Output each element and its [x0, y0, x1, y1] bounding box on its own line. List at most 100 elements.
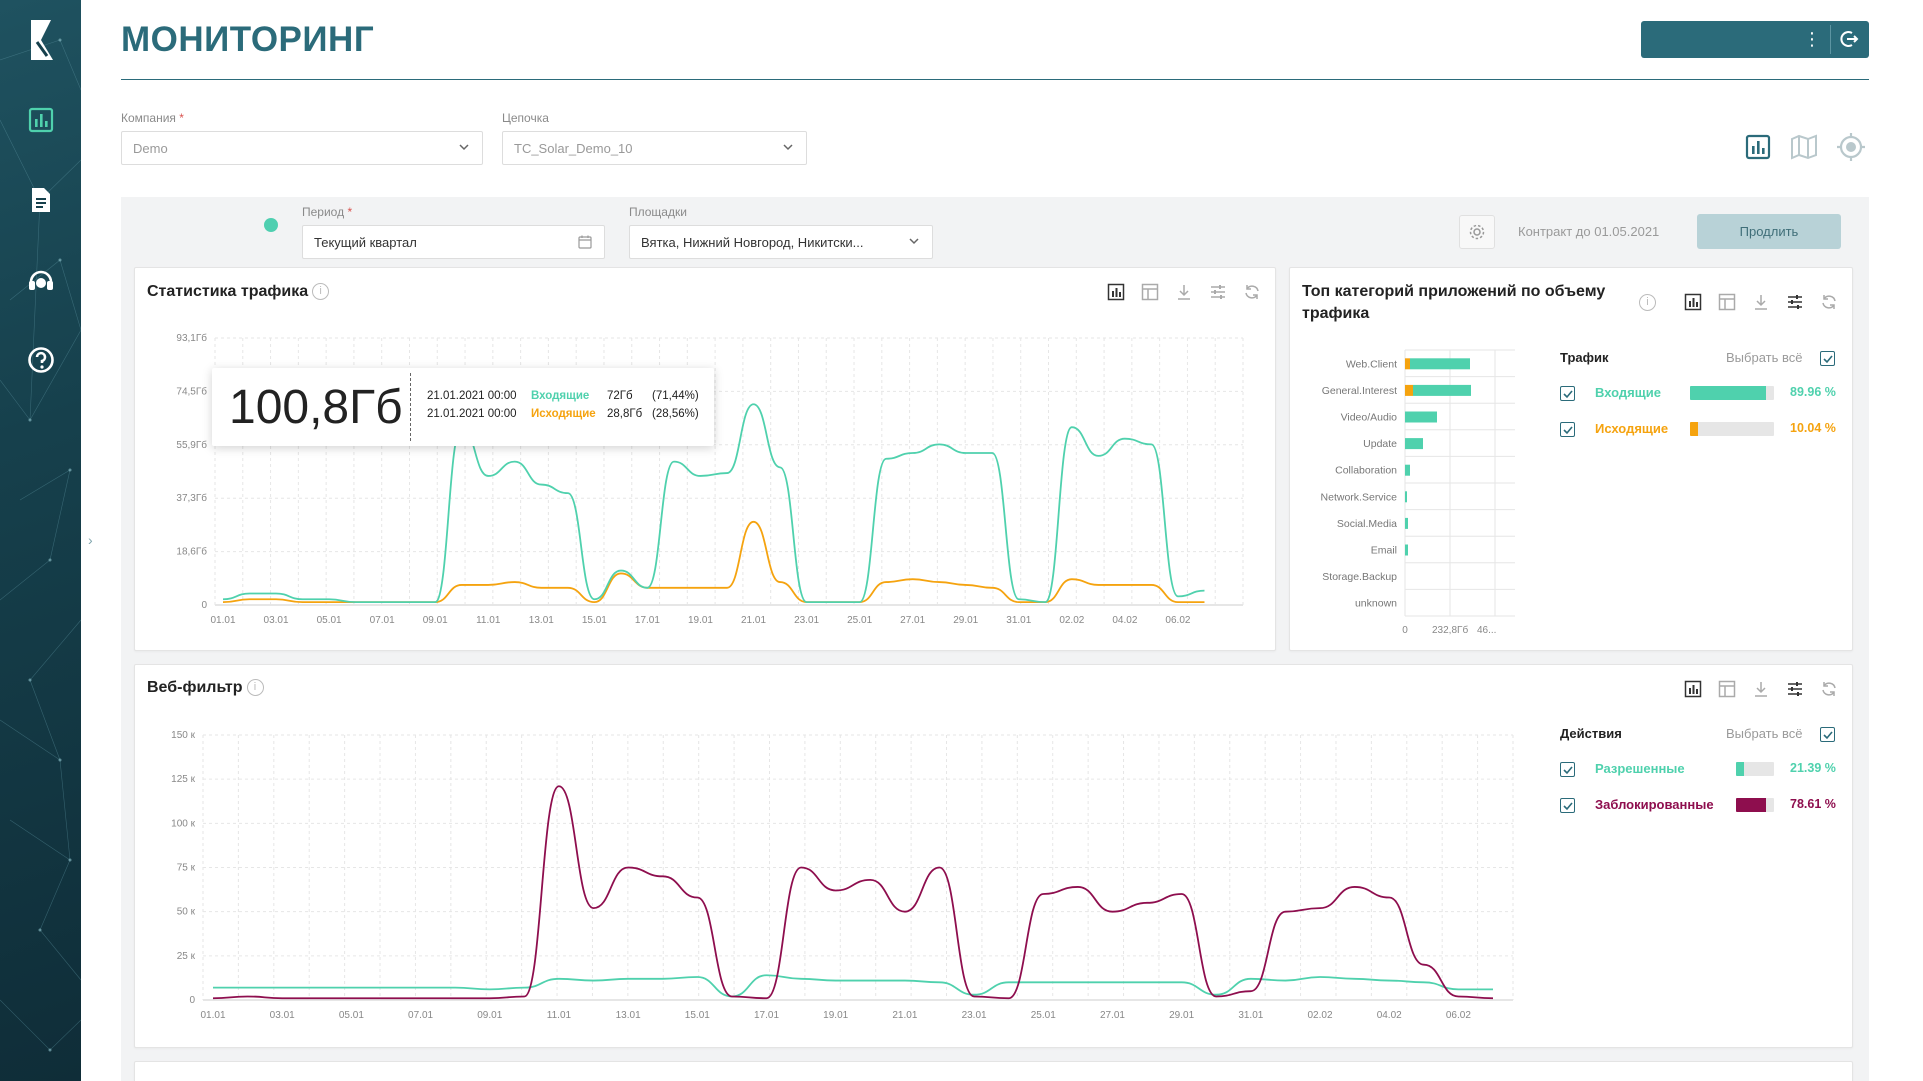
table-view-icon[interactable] — [1139, 281, 1161, 303]
sites-select[interactable]: Вятка, Нижний Новгород, Никитски... — [629, 225, 933, 259]
refresh-icon[interactable] — [1818, 291, 1840, 313]
x-tick-label: 05.01 — [317, 615, 342, 626]
filter-sliders-icon[interactable] — [1207, 281, 1229, 303]
y-tick-label: 50 к — [177, 907, 196, 918]
chevron-down-icon — [782, 141, 794, 156]
incoming-bar — [1405, 411, 1437, 423]
company-select[interactable]: Demo — [121, 131, 483, 165]
x-tick-label: 25.01 — [847, 615, 872, 626]
incoming-bar — [1405, 517, 1408, 529]
chain-label: Цепочка — [502, 111, 549, 125]
y-tick-label: 75 к — [177, 863, 196, 874]
legend-outgoing[interactable]: Исходящие — [1595, 421, 1669, 436]
x-tick-label: 27.01 — [1100, 1010, 1125, 1021]
divider — [1830, 25, 1831, 54]
bar-chart-icon[interactable] — [26, 105, 56, 135]
network-pattern — [0, 38, 81, 1052]
extend-button[interactable]: Продлить — [1697, 214, 1841, 249]
tooltip-date: 21.01.2021 00:00 — [427, 390, 517, 402]
info-icon[interactable]: i — [1639, 294, 1656, 311]
contract-text: Контракт до 01.05.2021 — [1518, 224, 1660, 239]
outgoing-checkbox[interactable] — [1560, 422, 1575, 437]
next-panel — [134, 1061, 1853, 1081]
logo-icon[interactable] — [26, 18, 58, 62]
legend-incoming[interactable]: Входящие — [1595, 385, 1661, 400]
legend-allowed[interactable]: Разрешенные — [1595, 761, 1685, 776]
incoming-bar — [1405, 438, 1423, 450]
header-actions: ⋮ — [1641, 21, 1869, 58]
x-tick-label: 03.01 — [270, 1010, 295, 1021]
apps-bar-chart: Web.Client General.Interest Video/Audio Upd… — [1321, 349, 1515, 636]
category-label: Network.Service — [1321, 491, 1398, 503]
sidebar-collapse-toggle[interactable]: › — [88, 532, 93, 548]
x-tick-label: 07.01 — [408, 1010, 433, 1021]
legend-outgoing-pct: 10.04 % — [1790, 421, 1836, 435]
select-all-checkbox[interactable] — [1820, 351, 1835, 366]
legend-blocked[interactable]: Заблокированные — [1595, 797, 1714, 812]
panel-toolbar — [1682, 678, 1840, 700]
x-tick-label: 23.01 — [794, 615, 819, 626]
period-date-picker[interactable]: Текущий квартал — [302, 225, 605, 259]
x-tick-label: 0 — [1402, 625, 1408, 636]
chart-view-icon[interactable] — [1105, 281, 1127, 303]
refresh-icon[interactable] — [1241, 281, 1263, 303]
legend-allowed-bar — [1736, 762, 1774, 776]
category-label: Update — [1363, 438, 1397, 450]
panel-toolbar — [1105, 281, 1263, 303]
legend-incoming-bar — [1690, 386, 1774, 400]
support-agent-icon[interactable] — [26, 265, 56, 295]
filter-sliders-icon[interactable] — [1784, 291, 1806, 313]
more-vertical-icon[interactable]: ⋮ — [1803, 29, 1821, 49]
tooltip-total: 100,8Гб — [229, 381, 403, 434]
web-filter-panel: Веб-фильтр i 150 к 125 к 100 к 75 к 50 к 25 к 0… — [134, 664, 1853, 1048]
info-icon[interactable]: i — [246, 679, 264, 697]
blocked-checkbox[interactable] — [1560, 798, 1575, 813]
x-tick-label: 46... — [1477, 625, 1496, 636]
map-view-icon[interactable] — [1789, 132, 1819, 162]
allowed-checkbox[interactable] — [1560, 762, 1575, 777]
outgoing-bar — [1405, 384, 1413, 396]
tooltip-pct: (28,56%) — [652, 408, 699, 420]
title-line: Топ категорий приложений по объему — [1302, 283, 1606, 300]
incoming-bar — [1410, 358, 1470, 370]
document-icon[interactable] — [26, 185, 56, 215]
chart-view-icon[interactable] — [1682, 678, 1704, 700]
sidebar — [0, 0, 81, 1081]
y-tick-label: 0 — [201, 600, 207, 611]
category-label: Storage.Backup — [1322, 571, 1397, 583]
download-icon[interactable] — [1750, 291, 1772, 313]
panel-title: Веб-фильтр i — [147, 677, 264, 699]
table-view-icon[interactable] — [1716, 678, 1738, 700]
refresh-icon[interactable] — [1818, 678, 1840, 700]
target-view-icon[interactable] — [1836, 132, 1866, 162]
x-tick-label: 02.02 — [1308, 1010, 1333, 1021]
chain-select[interactable]: TC_Solar_Demo_10 — [502, 131, 807, 165]
info-icon[interactable]: i — [312, 283, 330, 301]
table-view-icon[interactable] — [1716, 291, 1738, 313]
blocked-series-line — [212, 785, 1494, 1000]
select-all-checkbox[interactable] — [1820, 727, 1835, 742]
chart-view-icon[interactable] — [1743, 132, 1773, 162]
x-tick-label: 06.02 — [1446, 1010, 1471, 1021]
download-icon[interactable] — [1750, 678, 1772, 700]
web-filter-chart: 150 к 125 к 100 к 75 к 50 к 25 к 0 01.01 03.01 05… — [171, 730, 1514, 1021]
incoming-bar — [1405, 544, 1408, 556]
chart-view-icon[interactable] — [1682, 291, 1704, 313]
download-icon[interactable] — [1173, 281, 1195, 303]
incoming-bar — [1405, 464, 1410, 476]
tooltip-value: 28,8Гб — [607, 408, 643, 420]
incoming-checkbox[interactable] — [1560, 386, 1575, 401]
question-icon[interactable] — [26, 345, 56, 375]
x-tick-label: 19.01 — [688, 615, 713, 626]
page-title: МОНИТОРИНГ — [121, 20, 375, 59]
legend-outgoing-fill — [1690, 422, 1699, 436]
legend-incoming-pct: 89.96 % — [1790, 385, 1836, 399]
settings-button[interactable] — [1459, 215, 1495, 249]
legend-blocked-pct: 78.61 % — [1790, 797, 1836, 811]
company-value: Demo — [133, 141, 168, 156]
filter-sliders-icon[interactable] — [1784, 678, 1806, 700]
logout-icon[interactable] — [1837, 27, 1861, 51]
incoming-bar — [1413, 384, 1471, 396]
header-divider — [121, 79, 1869, 80]
x-tick-label: 01.01 — [200, 1010, 225, 1021]
